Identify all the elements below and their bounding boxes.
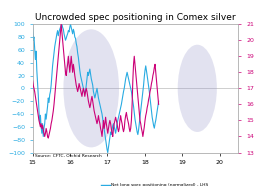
Text: Source: CFTC, Orchid Research: Source: CFTC, Orchid Research: [35, 154, 101, 158]
Title: Uncrowded spec positioning in Comex silver: Uncrowded spec positioning in Comex silv…: [35, 13, 236, 22]
Legend: Net long spec positioning (normalized) - LHS, Silver price - RHS: Net long spec positioning (normalized) -…: [101, 183, 209, 186]
Ellipse shape: [178, 45, 217, 132]
Ellipse shape: [63, 29, 119, 147]
